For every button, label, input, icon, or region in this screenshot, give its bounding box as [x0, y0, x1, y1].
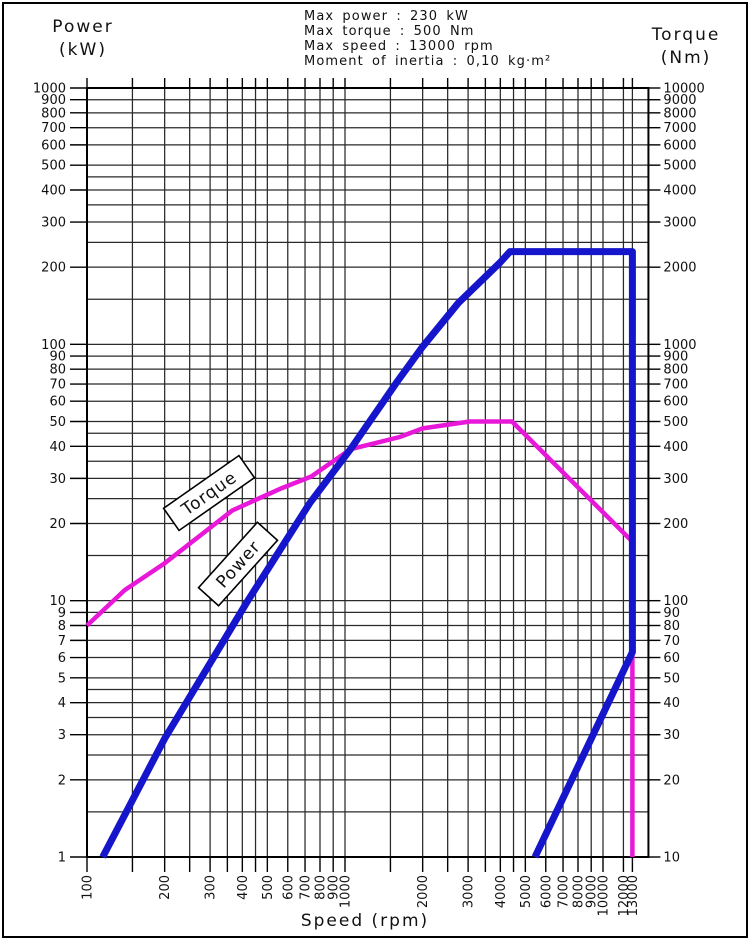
svg-text:6000: 6000 — [539, 875, 554, 908]
svg-text:12000: 12000 — [617, 875, 632, 916]
svg-text:9000: 9000 — [585, 875, 600, 908]
svg-text:10: 10 — [663, 851, 680, 866]
svg-text:4000: 4000 — [663, 184, 696, 199]
svg-text:5: 5 — [58, 671, 66, 686]
plot-frame — [86, 87, 650, 858]
svg-text:8: 8 — [58, 619, 66, 634]
left-axis-title: Power (kW) — [48, 16, 118, 62]
svg-text:800: 800 — [313, 875, 328, 900]
svg-text:600: 600 — [41, 138, 66, 153]
svg-text:30: 30 — [663, 728, 680, 743]
left-axis-title-text: Power — [52, 17, 114, 37]
svg-text:3: 3 — [58, 728, 66, 743]
svg-text:50: 50 — [663, 671, 680, 686]
spec-max-power: Max power : 230 kW — [304, 9, 469, 24]
svg-text:100: 100 — [41, 338, 66, 353]
svg-text:700: 700 — [663, 378, 688, 393]
x-axis-title: Speed (rpm) — [300, 911, 430, 931]
svg-text:1000: 1000 — [339, 875, 354, 908]
svg-text:5000: 5000 — [519, 875, 534, 908]
svg-text:4: 4 — [58, 696, 66, 711]
svg-text:13000: 13000 — [626, 875, 641, 916]
svg-text:2000: 2000 — [416, 875, 431, 908]
svg-text:400: 400 — [41, 184, 66, 199]
svg-text:90: 90 — [49, 350, 66, 365]
svg-text:3000: 3000 — [462, 875, 477, 908]
svg-text:30: 30 — [49, 472, 66, 487]
right-axis-title: Torque (Nm) — [646, 24, 726, 70]
svg-text:7: 7 — [58, 634, 66, 649]
svg-text:80: 80 — [663, 619, 680, 634]
svg-text:4000: 4000 — [494, 875, 509, 908]
svg-text:90: 90 — [663, 606, 680, 621]
svg-text:7000: 7000 — [663, 121, 696, 136]
svg-text:10000: 10000 — [597, 875, 612, 916]
svg-text:9000: 9000 — [663, 93, 696, 108]
right-axis-unit: (Nm) — [660, 48, 712, 68]
left-axis-unit: (kW) — [59, 40, 107, 60]
svg-text:50: 50 — [49, 415, 66, 430]
svg-text:70: 70 — [663, 634, 680, 649]
svg-text:500: 500 — [41, 159, 66, 174]
svg-text:60: 60 — [49, 395, 66, 410]
svg-text:2: 2 — [58, 773, 66, 788]
svg-text:100: 100 — [663, 594, 688, 609]
torque-curve — [85, 419, 635, 857]
svg-text:60: 60 — [663, 651, 680, 666]
right-axis-title-text: Torque — [651, 25, 721, 45]
svg-text:100: 100 — [81, 875, 96, 900]
svg-text:20: 20 — [663, 773, 680, 788]
svg-text:400: 400 — [236, 875, 251, 900]
svg-text:1: 1 — [58, 851, 66, 866]
svg-text:1000: 1000 — [663, 338, 696, 353]
spec-max-speed: Max speed : 13000 rpm — [304, 39, 494, 54]
svg-text:900: 900 — [41, 93, 66, 108]
svg-text:500: 500 — [261, 875, 276, 900]
svg-text:400: 400 — [663, 440, 688, 455]
svg-text:7000: 7000 — [557, 875, 572, 908]
svg-text:6000: 6000 — [663, 138, 696, 153]
svg-text:3000: 3000 — [663, 216, 696, 231]
svg-text:200: 200 — [158, 875, 173, 900]
svg-text:20: 20 — [49, 517, 66, 532]
svg-text:600: 600 — [663, 395, 688, 410]
power-curve — [99, 248, 636, 859]
svg-text:800: 800 — [41, 106, 66, 121]
svg-text:500: 500 — [663, 415, 688, 430]
svg-text:5000: 5000 — [663, 159, 696, 174]
svg-text:200: 200 — [41, 261, 66, 276]
torque-curve-label: Torque — [162, 454, 256, 532]
svg-text:2000: 2000 — [663, 261, 696, 276]
axis-ticks — [70, 78, 661, 872]
svg-text:1000: 1000 — [33, 82, 66, 97]
spec-inertia: Moment of inertia : 0,10 kg·m² — [304, 54, 552, 69]
svg-text:9: 9 — [58, 606, 66, 621]
svg-text:40: 40 — [663, 696, 680, 711]
svg-text:70: 70 — [49, 378, 66, 393]
svg-text:300: 300 — [663, 472, 688, 487]
svg-text:700: 700 — [41, 121, 66, 136]
spec-max-torque: Max torque : 500 Nm — [304, 24, 475, 39]
svg-text:10: 10 — [49, 594, 66, 609]
svg-text:700: 700 — [299, 875, 314, 900]
svg-text:40: 40 — [49, 440, 66, 455]
svg-text:300: 300 — [41, 216, 66, 231]
svg-text:10000: 10000 — [663, 82, 704, 97]
spec-text-block: Max power : 230 kW Max torque : 500 Nm M… — [304, 9, 551, 69]
svg-text:8000: 8000 — [663, 106, 696, 121]
svg-text:200: 200 — [663, 517, 688, 532]
svg-text:600: 600 — [281, 875, 296, 900]
svg-text:300: 300 — [204, 875, 219, 900]
svg-text:800: 800 — [663, 363, 688, 378]
svg-text:80: 80 — [49, 363, 66, 378]
svg-text:900: 900 — [327, 875, 342, 900]
svg-text:900: 900 — [663, 350, 688, 365]
svg-text:6: 6 — [58, 651, 66, 666]
svg-text:8000: 8000 — [571, 875, 586, 908]
